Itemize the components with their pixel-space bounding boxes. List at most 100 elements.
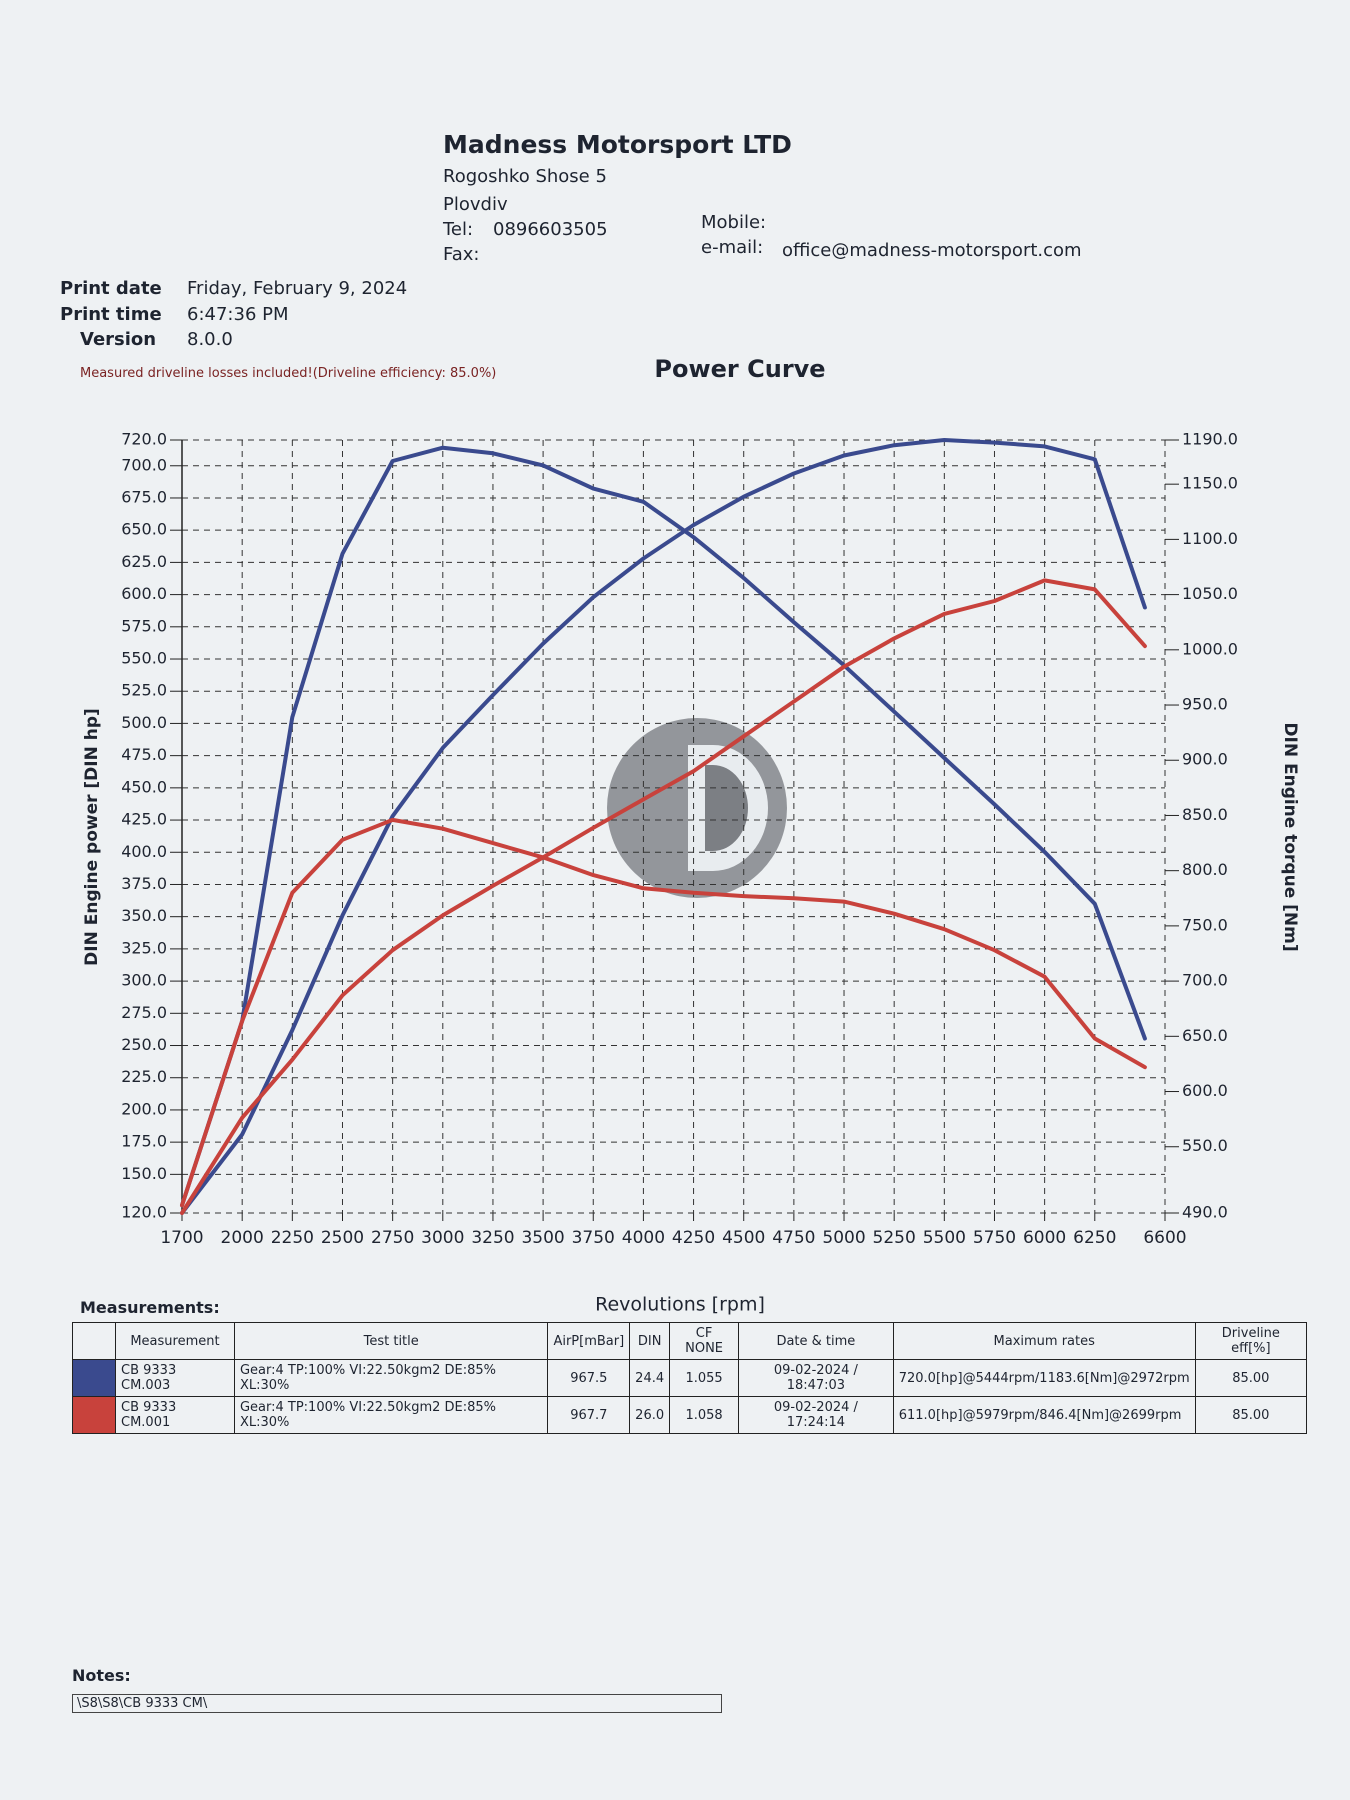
print-date-label: Print date <box>60 278 162 299</box>
y-tick-label: 375.0 <box>121 874 167 893</box>
y-tick-label: 675.0 <box>121 487 167 506</box>
table-cell: CB 9333 CM.001 <box>115 1396 235 1434</box>
y-tick-label: 450.0 <box>121 777 167 796</box>
x-tick-label: 4500 <box>722 1228 765 1248</box>
y-tick-label: 300.0 <box>121 971 167 990</box>
table-cell: 26.0 <box>629 1396 671 1434</box>
city: Plovdiv <box>443 194 508 215</box>
table-header: Test title <box>233 1322 549 1360</box>
x-tick-label: 3250 <box>471 1228 514 1248</box>
table-cell: Gear:4 TP:100% VI:22.50kgm2 DE:85% XL:30… <box>233 1359 549 1397</box>
y2-tick-label: 800.0 <box>1182 860 1228 879</box>
table-cell: 24.4 <box>629 1359 671 1397</box>
legend-swatch <box>72 1359 116 1397</box>
logo-d-inner <box>705 765 748 851</box>
table-cell: 09-02-2024 / 18:47:03 <box>738 1359 894 1397</box>
x-tick-label: 5250 <box>873 1228 916 1248</box>
y-tick-label: 700.0 <box>121 455 167 474</box>
y-tick-label: 325.0 <box>121 938 167 957</box>
y-tick-label: 150.0 <box>121 1164 167 1183</box>
x-tick-label: 6000 <box>1023 1228 1066 1248</box>
y2-tick-label: 700.0 <box>1182 971 1228 990</box>
table-header-row: Measurement Test title AirP[mBar] DIN CF NON… <box>72 1322 1308 1360</box>
y-tick-label: 500.0 <box>121 713 167 732</box>
email: office@madness-motorsport.com <box>782 240 1082 261</box>
table-cell: 85.00 <box>1194 1359 1308 1397</box>
mobile-label: Mobile: <box>701 212 767 233</box>
notes-label: Notes: <box>72 1666 131 1685</box>
x-tick-label: 5500 <box>923 1228 966 1248</box>
y-tick-label: 275.0 <box>121 1003 167 1022</box>
y-tick-label: 550.0 <box>121 649 167 668</box>
y-tick-label: 350.0 <box>121 906 167 925</box>
y-tick-label: 625.0 <box>121 552 167 571</box>
company: Madness Motorsport LTD <box>443 130 792 159</box>
x-tick-label: 5750 <box>973 1228 1016 1248</box>
y-tick-label: 720.0 <box>121 430 167 449</box>
y2-tick-label: 1100.0 <box>1182 529 1238 548</box>
y-tick-label: 425.0 <box>121 810 167 829</box>
notice: Measured driveline losses included!(Driv… <box>80 366 497 381</box>
y-tick-label: 525.0 <box>121 681 167 700</box>
print-time: 6:47:36 PM <box>187 304 289 325</box>
table-header: Maximum rates <box>892 1322 1196 1360</box>
table-header: Driveline eff[%] <box>1194 1322 1308 1360</box>
x-tick-label: 3500 <box>521 1228 564 1248</box>
table-cell: 1.058 <box>669 1396 740 1434</box>
y-tick-label: 600.0 <box>121 584 167 603</box>
y-tick-label: 400.0 <box>121 842 167 861</box>
print-time-label: Print time <box>60 304 162 325</box>
y2-tick-label: 1150.0 <box>1182 474 1238 493</box>
chart-title: Power Curve <box>654 355 825 383</box>
notes-box: \S8\S8\CB 9333 CM\ <box>72 1694 722 1713</box>
measurements-table: Measurement Test title AirP[mBar] DIN CF NON… <box>72 1322 1308 1434</box>
y-tick-label: 250.0 <box>121 1035 167 1054</box>
y-tick-label: 200.0 <box>121 1099 167 1118</box>
x-tick-label: 6250 <box>1073 1228 1116 1248</box>
x-tick-label: 5000 <box>822 1228 865 1248</box>
x-tick-label: 3750 <box>572 1228 615 1248</box>
chart: Power Curve Revolutions [rpm] DIN Engine… <box>82 355 1300 1316</box>
y2-tick-label: 550.0 <box>1182 1136 1228 1155</box>
x-tick-label: 4000 <box>622 1228 665 1248</box>
series-line <box>180 445 1147 1208</box>
y2-tick-label: 1050.0 <box>1182 584 1238 603</box>
fax-label: Fax: <box>443 244 480 265</box>
series-line <box>180 817 1147 1208</box>
table-cell: 611.0[hp]@5979rpm/846.4[Nm]@2699rpm <box>892 1396 1196 1434</box>
x-tick-label: 4750 <box>772 1228 815 1248</box>
watermark <box>607 718 787 898</box>
table-header: AirP[mBar] <box>547 1322 631 1360</box>
y2-tick-label: 650.0 <box>1182 1026 1228 1045</box>
table-cell: Gear:4 TP:100% VI:22.50kgm2 DE:85% XL:30… <box>233 1396 549 1434</box>
y2-axis-title: DIN Engine torque [Nm] <box>1280 722 1300 951</box>
x-tick-label: 1700 <box>160 1228 203 1248</box>
y-tick-label: 575.0 <box>121 616 167 635</box>
series-line <box>180 438 1147 1215</box>
y2-tick-label: 900.0 <box>1182 750 1228 769</box>
y-axis-title: DIN Engine power [DIN hp] <box>82 708 102 966</box>
table-cell: 720.0[hp]@5444rpm/1183.6[Nm]@2972rpm <box>892 1359 1196 1397</box>
y-tick-label: 120.0 <box>121 1203 167 1222</box>
legend-swatch <box>72 1396 116 1434</box>
x-tick-label: 2500 <box>321 1228 364 1248</box>
table-cell: 1.055 <box>669 1359 740 1397</box>
x-tick-label: 2750 <box>371 1228 414 1248</box>
version-label: Version <box>80 329 157 350</box>
x-axis-title: Revolutions [rpm] <box>595 1294 765 1316</box>
tel: 0896603505 <box>493 219 608 240</box>
table-header: CF NONE <box>669 1322 740 1360</box>
x-tick-label: 4250 <box>672 1228 715 1248</box>
table-cell: 967.5 <box>547 1359 631 1397</box>
table-cell: 967.7 <box>547 1396 631 1434</box>
y2-tick-label: 850.0 <box>1182 805 1228 824</box>
x-tick-label: 2000 <box>221 1228 264 1248</box>
table-row: CB 9333 CM.003 Gear:4 TP:100% VI:22.50kgm… <box>72 1359 1308 1397</box>
table-row: CB 9333 CM.001 Gear:4 TP:100% VI:22.50kgm… <box>72 1396 1308 1434</box>
table-header: Measurement <box>115 1322 235 1360</box>
tel-label: Tel: <box>443 219 474 240</box>
measurements-title: Measurements: <box>80 1298 220 1317</box>
y-tick-label: 475.0 <box>121 745 167 764</box>
table-cell: 85.00 <box>1194 1396 1308 1434</box>
